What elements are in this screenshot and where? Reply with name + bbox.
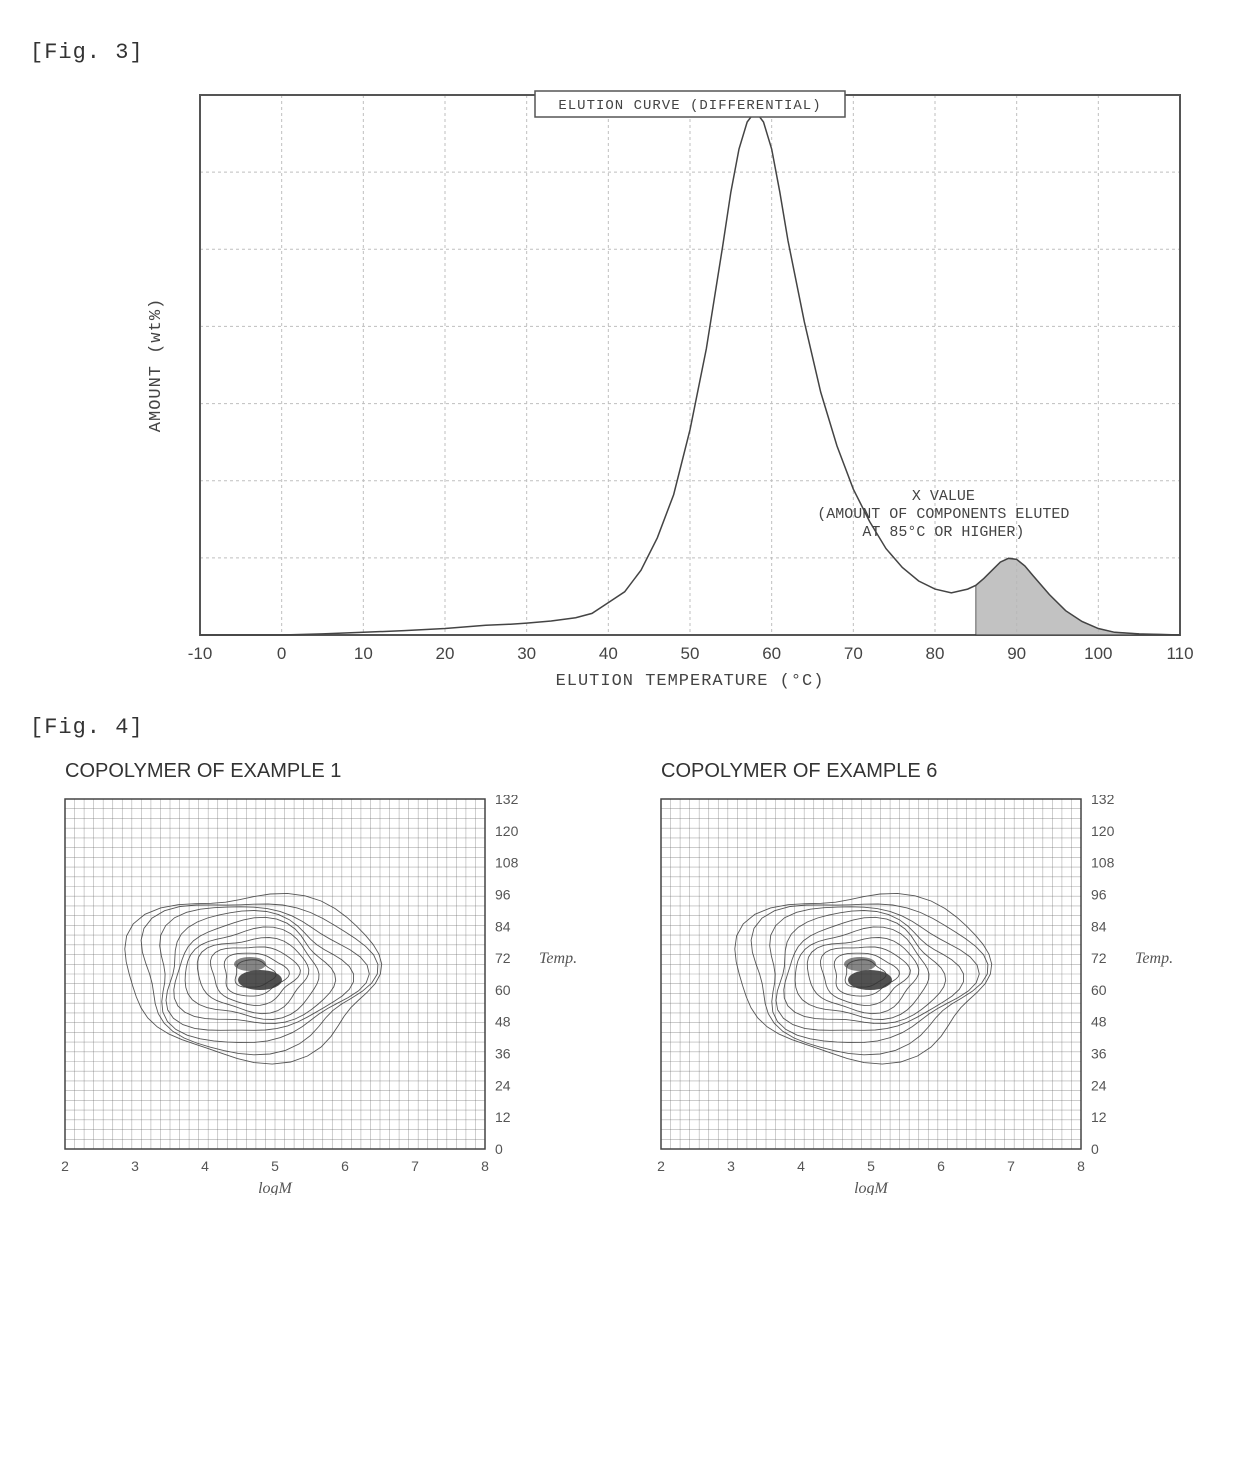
svg-text:(AMOUNT OF COMPONENTS ELUTED: (AMOUNT OF COMPONENTS ELUTED — [817, 506, 1069, 523]
svg-text:72: 72 — [1091, 950, 1107, 966]
fig3-label: [Fig. 3] — [30, 40, 1210, 65]
svg-text:logM: logM — [854, 1180, 889, 1195]
svg-text:7: 7 — [1007, 1158, 1015, 1174]
svg-text:X VALUE: X VALUE — [912, 488, 975, 505]
svg-text:72: 72 — [495, 950, 511, 966]
svg-text:ELUTION CURVE (DIFFERENTIAL): ELUTION CURVE (DIFFERENTIAL) — [558, 98, 821, 114]
svg-text:5: 5 — [867, 1158, 875, 1174]
fig4-sub1-chart: 0 12 24 36 48 60 72 84 96 108 120 132 Temp. 2 3 4 5 6 7 8 lo… — [59, 795, 585, 1200]
svg-text:6: 6 — [341, 1158, 349, 1174]
svg-text:96: 96 — [495, 886, 511, 902]
svg-text:4: 4 — [201, 1158, 209, 1174]
svg-text:48: 48 — [1091, 1014, 1107, 1030]
svg-text:108: 108 — [1091, 855, 1115, 871]
svg-text:132: 132 — [1091, 795, 1115, 807]
svg-text:0: 0 — [277, 644, 286, 663]
svg-text:logM: logM — [258, 1180, 293, 1195]
svg-text:8: 8 — [481, 1158, 489, 1174]
svg-text:6: 6 — [937, 1158, 945, 1174]
svg-text:84: 84 — [1091, 918, 1107, 934]
svg-text:-10: -10 — [188, 644, 213, 663]
svg-text:120: 120 — [495, 823, 519, 839]
svg-text:8: 8 — [1077, 1158, 1085, 1174]
svg-text:Temp.: Temp. — [1135, 950, 1173, 967]
svg-text:24: 24 — [495, 1077, 511, 1093]
svg-text:2: 2 — [61, 1158, 69, 1174]
fig4-sub2-chart: 0 12 24 36 48 60 72 84 96 108 120 132 Temp. 2 3 4 5 6 7 8 lo… — [655, 795, 1181, 1200]
svg-text:0: 0 — [1091, 1141, 1099, 1157]
fig3-chart: -10 0 10 20 30 40 50 60 70 80 90 100 110 ELUTION TEMP… — [130, 85, 1210, 695]
fig4-sub1-title: COPOLYMER OF EXAMPLE 1 — [65, 760, 585, 783]
svg-text:84: 84 — [495, 918, 511, 934]
svg-text:100: 100 — [1084, 644, 1112, 663]
svg-text:12: 12 — [1091, 1109, 1107, 1125]
svg-text:AT 85°C OR HIGHER): AT 85°C OR HIGHER) — [862, 524, 1024, 541]
fig4-sub2-title: COPOLYMER OF EXAMPLE 6 — [661, 760, 1181, 783]
svg-text:4: 4 — [797, 1158, 805, 1174]
svg-text:50: 50 — [681, 644, 700, 663]
svg-text:90: 90 — [1007, 644, 1026, 663]
svg-text:48: 48 — [495, 1014, 511, 1030]
svg-text:36: 36 — [495, 1046, 511, 1062]
fig4-subplot-row: COPOLYMER OF EXAMPLE 1 01224364860728496… — [30, 760, 1210, 1200]
svg-text:3: 3 — [727, 1158, 735, 1174]
svg-text:60: 60 — [1091, 982, 1107, 998]
svg-text:ELUTION TEMPERATURE (°C): ELUTION TEMPERATURE (°C) — [556, 672, 825, 690]
svg-text:30: 30 — [517, 644, 536, 663]
svg-text:108: 108 — [495, 855, 519, 871]
svg-text:2: 2 — [657, 1158, 665, 1174]
svg-text:Temp.: Temp. — [539, 950, 577, 967]
svg-text:80: 80 — [926, 644, 945, 663]
svg-text:AMOUNT (wt%): AMOUNT (wt%) — [147, 298, 166, 432]
svg-text:0: 0 — [495, 1141, 503, 1157]
svg-text:120: 120 — [1091, 823, 1115, 839]
svg-text:132: 132 — [495, 795, 519, 807]
svg-text:20: 20 — [436, 644, 455, 663]
svg-text:60: 60 — [762, 644, 781, 663]
fig4-label: [Fig. 4] — [30, 715, 1210, 740]
svg-text:60: 60 — [495, 982, 511, 998]
svg-text:5: 5 — [271, 1158, 279, 1174]
svg-text:12: 12 — [495, 1109, 511, 1125]
svg-text:7: 7 — [411, 1158, 419, 1174]
svg-text:3: 3 — [131, 1158, 139, 1174]
svg-text:24: 24 — [1091, 1077, 1107, 1093]
svg-text:40: 40 — [599, 644, 618, 663]
svg-text:110: 110 — [1166, 644, 1193, 663]
svg-text:96: 96 — [1091, 886, 1107, 902]
svg-text:36: 36 — [1091, 1046, 1107, 1062]
svg-text:10: 10 — [354, 644, 373, 663]
svg-text:70: 70 — [844, 644, 863, 663]
